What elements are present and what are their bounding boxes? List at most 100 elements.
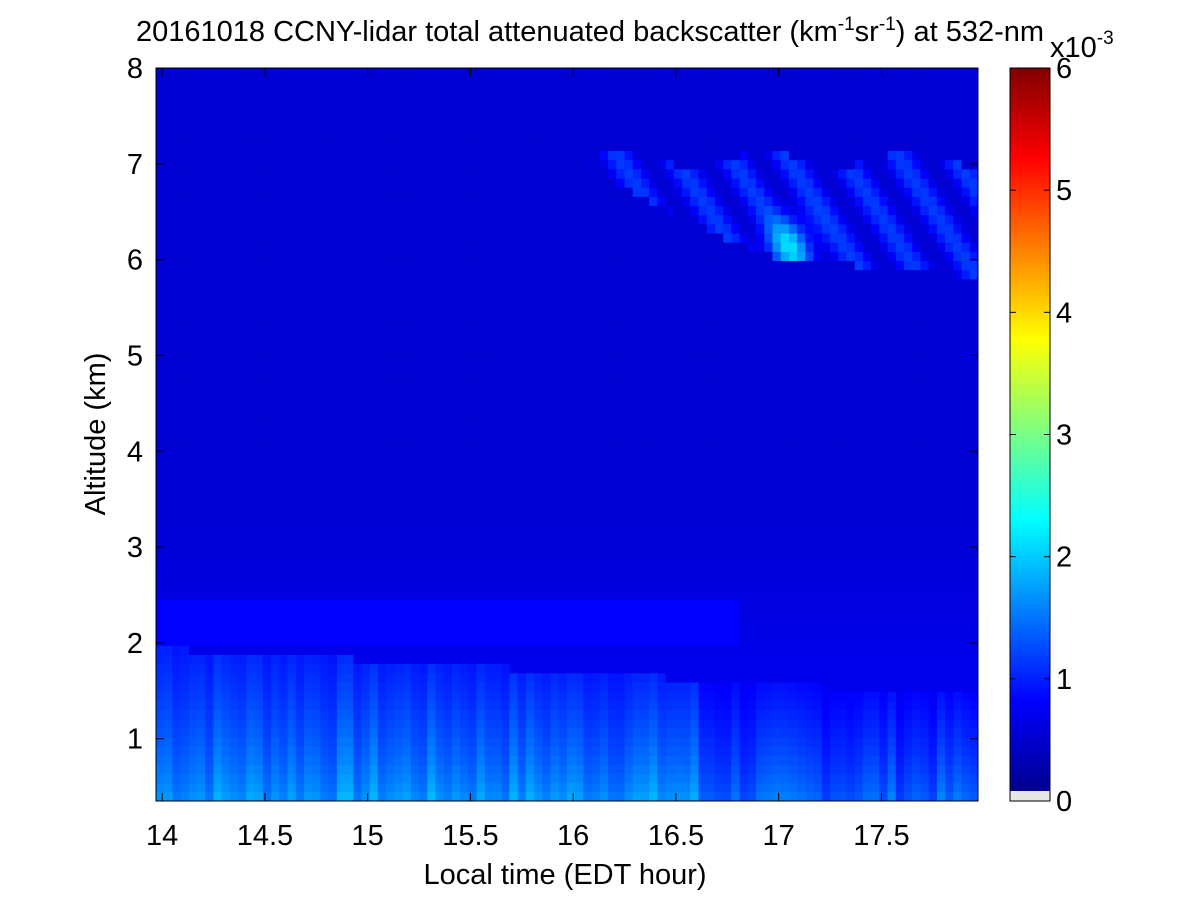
heatmap-cell (221, 425, 231, 436)
heatmap-cell (591, 498, 601, 509)
heatmap-cell (345, 645, 354, 655)
heatmap-cell (287, 434, 297, 445)
heatmap-cell (303, 287, 313, 298)
heatmap-cell (476, 461, 486, 472)
heatmap-cell (624, 581, 634, 591)
heatmap-cell (632, 397, 642, 408)
heatmap-cell (451, 791, 461, 801)
heatmap-cell (180, 681, 190, 692)
heatmap-cell (542, 214, 552, 225)
heatmap-cell (213, 764, 223, 775)
heatmap-cell (616, 306, 626, 316)
heatmap-cell (558, 223, 568, 234)
heatmap-cell (616, 443, 626, 454)
heatmap-cell (328, 746, 338, 756)
heatmap-cell (238, 223, 248, 234)
heatmap-cell (451, 269, 461, 280)
heatmap-cell (443, 571, 453, 582)
heatmap-cell (632, 489, 642, 500)
heatmap-cell (271, 269, 280, 280)
heatmap-cell (246, 691, 256, 701)
heatmap-cell (303, 681, 313, 692)
heatmap-cell (558, 553, 568, 564)
heatmap-cell (575, 342, 585, 353)
heatmap-cell (558, 242, 568, 252)
heatmap-cell (336, 571, 346, 582)
heatmap-cell (353, 104, 363, 115)
heatmap-cell (402, 581, 412, 591)
heatmap-cell (180, 544, 190, 555)
heatmap-cell (271, 526, 280, 536)
heatmap-cell (312, 196, 321, 207)
heatmap-cell (435, 388, 445, 399)
heatmap-cell (303, 507, 313, 518)
heatmap-cell (345, 700, 354, 710)
heatmap-cell (394, 150, 404, 161)
heatmap-cell (567, 324, 576, 335)
heatmap-cell (287, 397, 297, 408)
heatmap-cell (262, 407, 272, 417)
heatmap-cell (345, 232, 354, 243)
heatmap-cell (460, 397, 469, 408)
heatmap-cell (295, 260, 305, 271)
heatmap-cell (583, 663, 593, 674)
heatmap-cell (493, 489, 502, 500)
heatmap-cell (229, 113, 239, 124)
heatmap-cell (345, 141, 354, 152)
heatmap-cell (164, 782, 174, 793)
heatmap-cell (295, 461, 305, 472)
heatmap-cell (156, 333, 165, 344)
heatmap-cell (262, 718, 272, 729)
heatmap-cell (254, 718, 264, 729)
heatmap-cell (567, 425, 576, 436)
heatmap-cell (336, 77, 346, 87)
heatmap-cell (493, 773, 502, 784)
heatmap-cell (271, 205, 280, 216)
heatmap-cell (345, 755, 354, 765)
heatmap-cell (443, 663, 453, 674)
heatmap-cell (303, 205, 313, 216)
heatmap-cell (238, 297, 248, 307)
heatmap-cell (509, 636, 519, 646)
heatmap-cell (386, 361, 395, 371)
heatmap-cell (180, 471, 190, 481)
heatmap-cell (279, 223, 289, 234)
heatmap-cell (567, 342, 576, 353)
heatmap-cell (246, 407, 256, 417)
heatmap-cell (287, 791, 297, 801)
heatmap-cell (361, 141, 371, 152)
heatmap-cell (188, 388, 198, 399)
heatmap-cell (156, 68, 165, 78)
heatmap-cell (402, 278, 412, 289)
heatmap-cell (361, 489, 371, 500)
heatmap-cell (616, 681, 626, 692)
heatmap-cell (254, 242, 264, 252)
heatmap-cell (542, 168, 552, 179)
heatmap-cell (353, 553, 363, 564)
heatmap-cell (271, 425, 280, 436)
heatmap-cell (575, 352, 585, 362)
heatmap-cell (345, 150, 354, 161)
heatmap-cell (345, 95, 354, 106)
heatmap-cell (525, 425, 535, 436)
heatmap-cell (336, 352, 346, 362)
heatmap-cell (271, 480, 280, 491)
heatmap-cell (238, 397, 248, 408)
heatmap-cell (493, 333, 502, 344)
heatmap-cell (525, 544, 535, 555)
heatmap-cell (435, 104, 445, 115)
heatmap-cell (287, 287, 297, 298)
heatmap-cell (172, 370, 182, 381)
heatmap-cell (221, 150, 231, 161)
heatmap-cell (468, 507, 478, 518)
heatmap-cell (443, 526, 453, 536)
heatmap-cell (591, 645, 601, 655)
heatmap-cell (632, 461, 642, 472)
heatmap-cell (583, 95, 593, 106)
heatmap-cell (221, 416, 231, 426)
heatmap-cell (525, 452, 535, 463)
heatmap-cell (558, 443, 568, 454)
heatmap-cell (640, 782, 650, 793)
heatmap-cell (427, 232, 437, 243)
heatmap-cell (632, 306, 642, 316)
